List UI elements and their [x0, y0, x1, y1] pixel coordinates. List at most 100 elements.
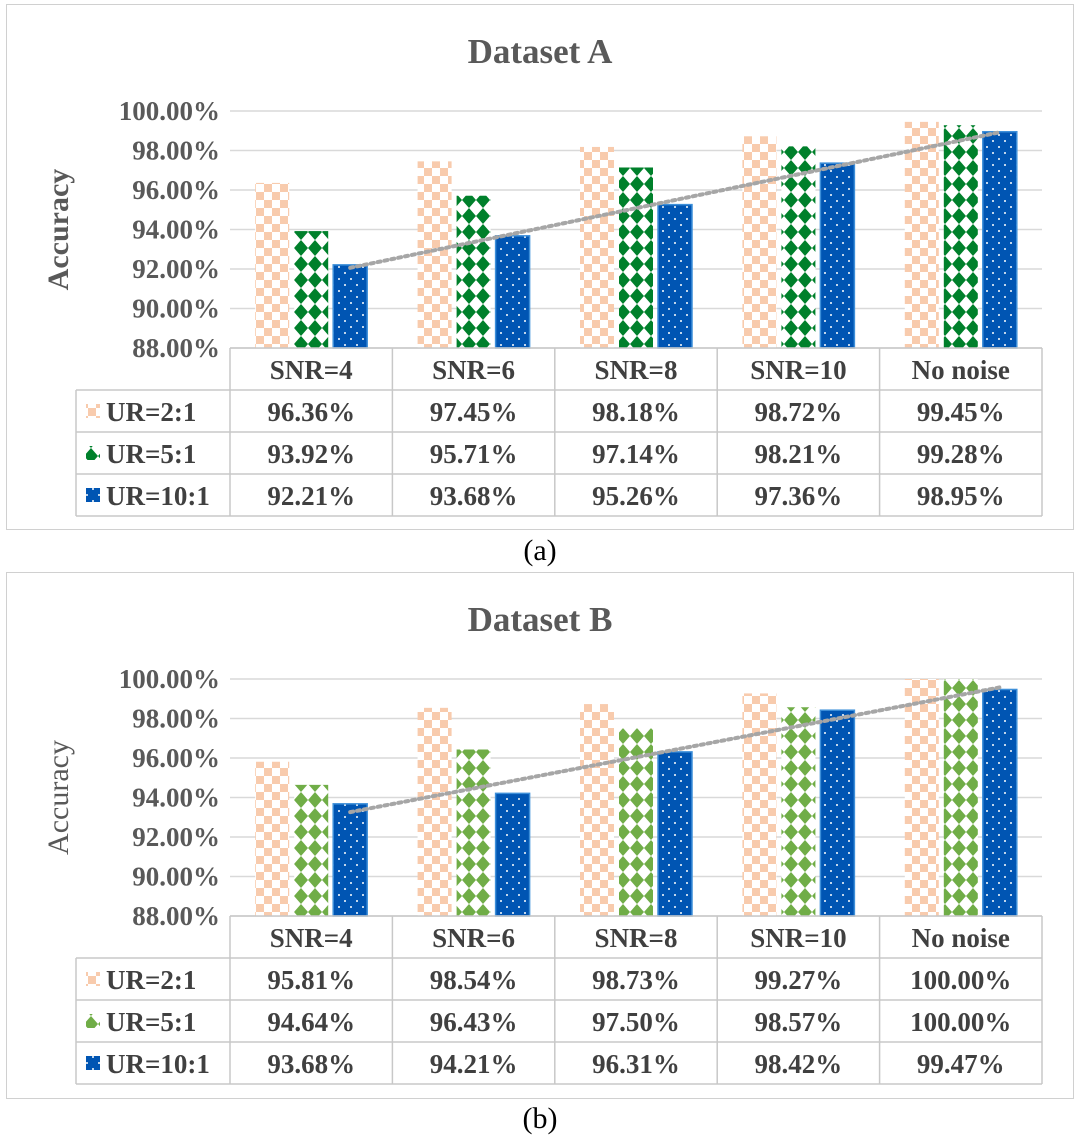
- category-label: SNR=10: [750, 923, 846, 953]
- category-label: SNR=6: [432, 355, 515, 385]
- bar-2-0: [332, 803, 368, 917]
- chart-title: Dataset B: [468, 600, 613, 639]
- data-label: 97.36%: [755, 481, 843, 511]
- trendline: [348, 685, 1002, 815]
- data-label: 98.95%: [917, 481, 1005, 511]
- data-label: 98.57%: [755, 1007, 843, 1037]
- caption-a: (a): [523, 534, 557, 567]
- data-label: 99.28%: [917, 439, 1005, 469]
- y-tick-label: 96.00%: [132, 175, 220, 205]
- bar-0-4: [904, 121, 939, 348]
- bar-1-4: [943, 679, 978, 916]
- legend-key-1: [86, 1014, 100, 1028]
- data-label: 98.73%: [592, 965, 680, 995]
- data-label: 98.21%: [755, 439, 843, 469]
- y-tick-label: 94.00%: [132, 783, 220, 813]
- data-label: 96.36%: [267, 397, 355, 427]
- bar-1-4: [943, 125, 978, 348]
- bar-2-4: [982, 688, 1018, 917]
- bar-2-4: [982, 130, 1018, 349]
- y-axis-label: Accuracy: [42, 169, 75, 291]
- legend-label: UR=2:1: [106, 965, 196, 995]
- data-label: 97.14%: [592, 439, 680, 469]
- data-label: 99.47%: [917, 1049, 1005, 1079]
- y-axis-label: Accuracy: [42, 740, 75, 855]
- bar-1-1: [456, 749, 491, 916]
- data-label: 99.27%: [755, 965, 843, 995]
- data-label: 100.00%: [910, 965, 1011, 995]
- data-label: 94.64%: [267, 1007, 355, 1037]
- data-label: 96.31%: [592, 1049, 680, 1079]
- bar-1-1: [456, 195, 491, 348]
- category-label: No noise: [912, 355, 1010, 385]
- legend-label: UR=2:1: [106, 397, 196, 427]
- chart-dataset-a: Dataset A Accuracy 88.00% 90.00% 92.00% 94.00…: [42, 32, 1043, 517]
- y-tick-label: 90.00%: [132, 294, 220, 324]
- bar-1-0: [294, 784, 329, 916]
- trendline: [348, 130, 1002, 270]
- bar-2-1: [494, 235, 531, 349]
- caption-b: (b): [522, 1102, 558, 1135]
- bar-1-0: [294, 231, 329, 348]
- bar-2-3: [819, 162, 856, 349]
- data-label: 99.45%: [917, 397, 1005, 427]
- bar-0-3: [742, 136, 777, 348]
- data-label: 93.92%: [267, 439, 355, 469]
- bar-2-2: [657, 751, 693, 917]
- y-tick-label: 96.00%: [132, 743, 220, 773]
- bar-1-2: [619, 167, 653, 348]
- y-tick-label: 98.00%: [132, 136, 220, 166]
- bar-0-2: [580, 146, 614, 348]
- data-label: 95.81%: [267, 965, 355, 995]
- y-tick-label: 100.00%: [119, 664, 220, 694]
- data-label: 100.00%: [910, 1007, 1011, 1037]
- category-label: SNR=8: [595, 355, 678, 385]
- bar-2-3: [819, 709, 856, 917]
- category-label: SNR=4: [270, 355, 353, 385]
- bar-0-1: [417, 707, 452, 916]
- data-label: 92.21%: [267, 481, 355, 511]
- bar-1-3: [781, 707, 816, 916]
- data-label: 94.21%: [430, 1049, 518, 1079]
- y-tick-label: 100.00%: [119, 96, 220, 126]
- legend-label: UR=10:1: [106, 1049, 210, 1079]
- category-label: SNR=6: [432, 923, 515, 953]
- bar-0-1: [417, 161, 452, 348]
- bar-2-0: [332, 264, 368, 349]
- y-tick-label: 92.00%: [132, 822, 220, 852]
- data-label: 98.42%: [755, 1049, 843, 1079]
- data-label: 93.68%: [267, 1049, 355, 1079]
- category-label: No noise: [912, 923, 1010, 953]
- y-tick-label: 90.00%: [132, 862, 220, 892]
- chart-title: Dataset A: [468, 32, 614, 71]
- y-tick-label: 94.00%: [132, 215, 220, 245]
- legend-key-2: [86, 488, 100, 502]
- legend-label: UR=5:1: [106, 1007, 196, 1037]
- bar-1-3: [781, 146, 816, 348]
- data-label: 98.18%: [592, 397, 680, 427]
- data-label: 97.45%: [430, 397, 518, 427]
- data-label: 93.68%: [430, 481, 518, 511]
- bar-0-3: [742, 693, 777, 916]
- data-label: 95.26%: [592, 481, 680, 511]
- y-tick-label: 88.00%: [132, 333, 220, 363]
- category-label: SNR=4: [270, 923, 353, 953]
- y-tick-label: 92.00%: [132, 254, 220, 284]
- chart-dataset-b: Dataset B Accuracy 88.00% 90.00% 92.00% 94.00…: [42, 600, 1043, 1085]
- legend-label: UR=5:1: [106, 439, 196, 469]
- bar-0-0: [255, 182, 290, 348]
- data-label: 95.71%: [430, 439, 518, 469]
- bar-0-2: [580, 704, 614, 916]
- bar-0-4: [904, 679, 939, 916]
- data-label: 98.72%: [755, 397, 843, 427]
- legend-key-0: [86, 404, 100, 418]
- data-label: 97.50%: [592, 1007, 680, 1037]
- y-tick-label: 88.00%: [132, 901, 220, 931]
- legend-key-2: [86, 1056, 100, 1070]
- legend-key-1: [86, 446, 100, 460]
- panel-b-frame: [6, 572, 1074, 1099]
- panel-a-frame: [6, 4, 1074, 530]
- data-label: 98.54%: [430, 965, 518, 995]
- legend-label: UR=10:1: [106, 481, 210, 511]
- data-label: 96.43%: [430, 1007, 518, 1037]
